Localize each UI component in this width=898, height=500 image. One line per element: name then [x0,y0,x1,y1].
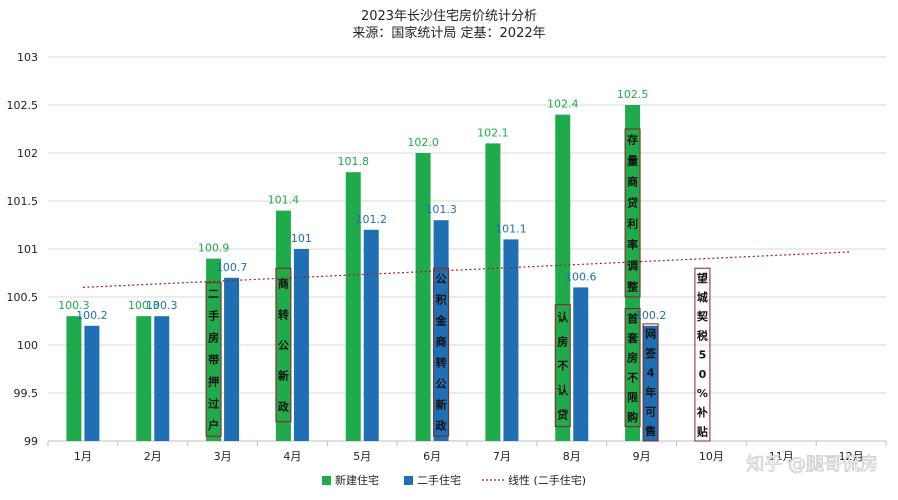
x-tick-label: 2月 [144,450,162,463]
data-label: 100.6 [565,270,597,283]
data-label: 102.1 [477,126,509,139]
bar [136,316,151,441]
data-label: 100.7 [216,261,248,274]
annotation-box: 认房不认贷 [555,305,570,427]
x-tick-label: 4月 [283,450,301,463]
bar [416,153,431,441]
gridlines [48,57,886,441]
bar [485,143,500,441]
x-tick-label: 6月 [423,450,441,463]
data-labels: 100.3 100.3100.9101.4101.8102.0102.1102.4… [58,88,666,322]
legend-label: 二手住宅 [417,473,461,487]
x-tick-label: 1月 [74,450,92,463]
data-label: 100.2 [76,309,108,322]
y-tick-label: 101 [17,243,38,256]
legend-label: 新建住宅 [335,473,379,487]
y-tick-label: 99 [24,435,38,448]
y-tick-label: 100.5 [7,291,39,304]
data-label: 101 [291,232,312,245]
y-tick-label: 101.5 [7,195,39,208]
y-tick-label: 102 [17,147,38,160]
data-label: 100.9 [198,242,230,255]
legend: 新建住宅 二手住宅 线性 (二手住宅) [322,473,586,487]
data-label: 102.4 [547,98,579,111]
bar [643,326,658,441]
data-label: 102.5 [617,88,649,101]
legend-swatch [404,476,413,485]
y-tick-label: 99.5 [14,387,39,400]
data-label: 101.2 [356,213,388,226]
bar [503,239,518,441]
y-tick-label: 103 [17,51,38,64]
data-label: 100.2 [635,309,667,322]
annotation-text: 望城契税 5 0 %补贴 [696,271,709,439]
legend-label: 线性 (二手住宅) [508,473,586,487]
data-label: 101.4 [268,194,300,207]
trendline [83,252,851,288]
y-tick-label: 100 [17,339,38,352]
bar [206,259,221,441]
y-tick-label: 102.5 [7,99,39,112]
y-axis: 99 99.5 100 100.5 101 101.5 102 102.5 103 [7,51,39,448]
legend-swatch [322,476,331,485]
chart-title: 2023年长沙住宅房价统计分析 [361,8,537,24]
x-tick-label: 10月 [699,450,724,463]
data-label: 102.0 [407,136,439,149]
bar [84,326,99,441]
x-tick-label: 9月 [633,450,651,463]
chart-subtitle: 来源：国家统计局 定基：2022年 [352,25,545,41]
bar [573,287,588,441]
annotation-box: 望城契税 5 0 %补贴 [695,268,710,441]
bar [154,316,169,441]
x-tick-label: 3月 [214,450,232,463]
x-tick-label: 5月 [353,450,371,463]
data-label: 101.1 [495,222,527,235]
x-tick-label: 8月 [563,450,581,463]
x-tick-label: 7月 [493,450,511,463]
watermark: 知乎 @腿哥侃房 [746,454,878,475]
bar [66,316,81,441]
bar [224,278,239,441]
data-label: 101.3 [425,203,457,216]
bar [364,230,379,441]
trendline-line [83,252,851,288]
data-label: 101.8 [338,155,370,168]
data-label: 100.3 [146,299,178,312]
